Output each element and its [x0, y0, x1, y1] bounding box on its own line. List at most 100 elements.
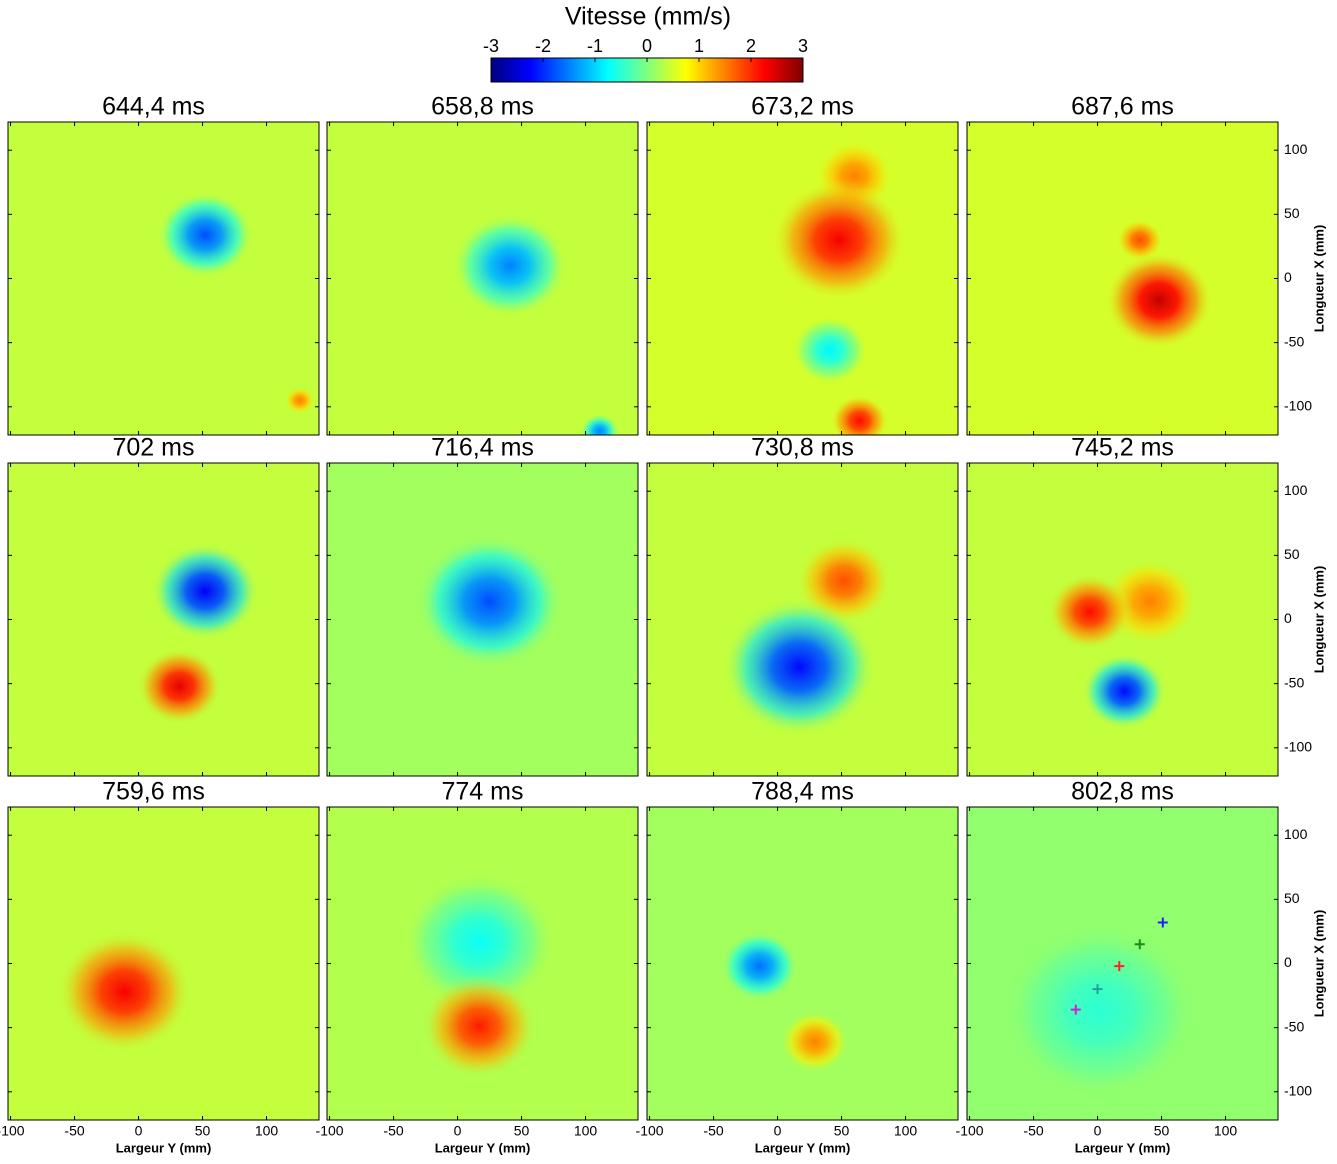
y-tick-label: -50 [1284, 674, 1304, 690]
heatmap [967, 463, 1278, 776]
blob [830, 394, 889, 435]
panel-title: 673,2 ms [751, 93, 854, 121]
blob [1116, 219, 1163, 261]
blob [780, 1010, 850, 1073]
heatmap [967, 122, 1278, 435]
marker [1114, 961, 1125, 972]
blob [1004, 924, 1197, 1098]
heatmap [967, 807, 1278, 1120]
y-tick-label: -50 [1284, 333, 1304, 349]
heatmap-background [647, 807, 958, 1120]
heatmap [327, 807, 638, 1120]
panel-title: 687,6 ms [1071, 93, 1174, 121]
heatmap [327, 463, 638, 776]
blob [416, 535, 563, 668]
blob [722, 597, 877, 737]
colorbar-tick-label: -3 [483, 36, 499, 56]
heatmap [647, 122, 958, 435]
blob [284, 386, 316, 415]
panel-title: 716,4 ms [431, 434, 534, 462]
marker [1092, 984, 1103, 995]
panel-title: 759,6 ms [102, 778, 205, 806]
x-tick-label: -50 [1023, 1123, 1043, 1139]
blob [452, 213, 568, 318]
panel-title: 702 ms [113, 434, 195, 462]
x-tick-label: 50 [834, 1123, 850, 1139]
x-axis-label: Largeur Y (mm) [116, 1140, 212, 1155]
colorbar-tick-label: -2 [535, 36, 551, 56]
y-tick-label: 0 [1284, 954, 1292, 970]
heatmap [8, 122, 319, 435]
x-tick-label: -100 [956, 1123, 984, 1139]
marker [1070, 1004, 1081, 1015]
y-tick-label: -100 [1284, 1082, 1312, 1098]
blob [580, 413, 619, 435]
colorbar-tick-label: 2 [746, 36, 756, 56]
y-tick-label: 50 [1284, 546, 1300, 562]
x-tick-label: -100 [316, 1123, 344, 1139]
blob [1047, 573, 1133, 650]
blob [1105, 251, 1213, 349]
y-tick-label: 0 [1284, 610, 1292, 626]
panel-title: 644,4 ms [102, 93, 205, 121]
x-tick-label: -50 [703, 1123, 723, 1139]
x-tick-label: 100 [894, 1123, 918, 1139]
y-tick-label: 100 [1284, 826, 1308, 842]
blob [402, 872, 557, 1011]
x-axis-label: Largeur Y (mm) [435, 1140, 531, 1155]
x-tick-label: -100 [0, 1123, 25, 1139]
heatmap [647, 807, 958, 1120]
y-tick-label: 100 [1284, 482, 1308, 498]
colorbar-tick-label: -1 [587, 36, 603, 56]
x-tick-label: 100 [255, 1123, 279, 1139]
x-axis-label: Largeur Y (mm) [755, 1140, 851, 1155]
heatmap [8, 807, 319, 1120]
panel-title: 774 ms [442, 778, 524, 806]
blob [157, 191, 254, 279]
x-tick-label: 0 [454, 1123, 462, 1139]
x-tick-label: 100 [574, 1123, 598, 1139]
y-tick-label: -100 [1284, 397, 1312, 413]
blob [791, 315, 869, 385]
y-tick-label: 50 [1284, 205, 1300, 221]
x-tick-label: 0 [774, 1123, 782, 1139]
marker [1157, 917, 1168, 928]
panel-title: 730,8 ms [751, 434, 854, 462]
blob [57, 931, 192, 1053]
y-tick-label: 100 [1284, 141, 1308, 157]
blob [421, 974, 537, 1079]
heatmap-background [8, 122, 319, 435]
y-axis-label: Longueur X (mm) [1311, 910, 1326, 1018]
y-axis-label: Longueur X (mm) [1311, 225, 1326, 333]
panel-title: 788,4 ms [751, 778, 854, 806]
blob [771, 179, 907, 301]
x-tick-label: -50 [383, 1123, 403, 1139]
x-tick-label: 0 [1094, 1123, 1102, 1139]
x-tick-label: 50 [195, 1123, 211, 1139]
x-tick-label: 0 [135, 1123, 143, 1139]
colorbar-tick-label: 0 [642, 36, 652, 56]
x-tick-label: 50 [1154, 1123, 1170, 1139]
x-tick-label: -50 [64, 1123, 84, 1139]
colorbar-title: Vitesse (mm/s) [565, 3, 731, 31]
colorbar-tick-label: 1 [694, 36, 704, 56]
panel-title: 745,2 ms [1071, 434, 1174, 462]
marker [1134, 939, 1145, 950]
x-tick-label: 100 [1214, 1123, 1238, 1139]
blob [721, 931, 799, 1001]
y-tick-label: -100 [1284, 738, 1312, 754]
panel-title: 802,8 ms [1071, 778, 1174, 806]
x-axis-label: Largeur Y (mm) [1075, 1140, 1171, 1155]
y-tick-label: -50 [1284, 1018, 1304, 1034]
x-tick-label: -100 [636, 1123, 664, 1139]
x-tick-label: 50 [514, 1123, 530, 1139]
blob [1082, 653, 1167, 730]
heatmap [647, 463, 958, 776]
blob [151, 542, 259, 640]
heatmap [327, 122, 638, 435]
y-tick-label: 0 [1284, 269, 1292, 285]
heatmap [8, 463, 319, 776]
blob [137, 648, 222, 725]
panel-title: 658,8 ms [431, 93, 534, 121]
